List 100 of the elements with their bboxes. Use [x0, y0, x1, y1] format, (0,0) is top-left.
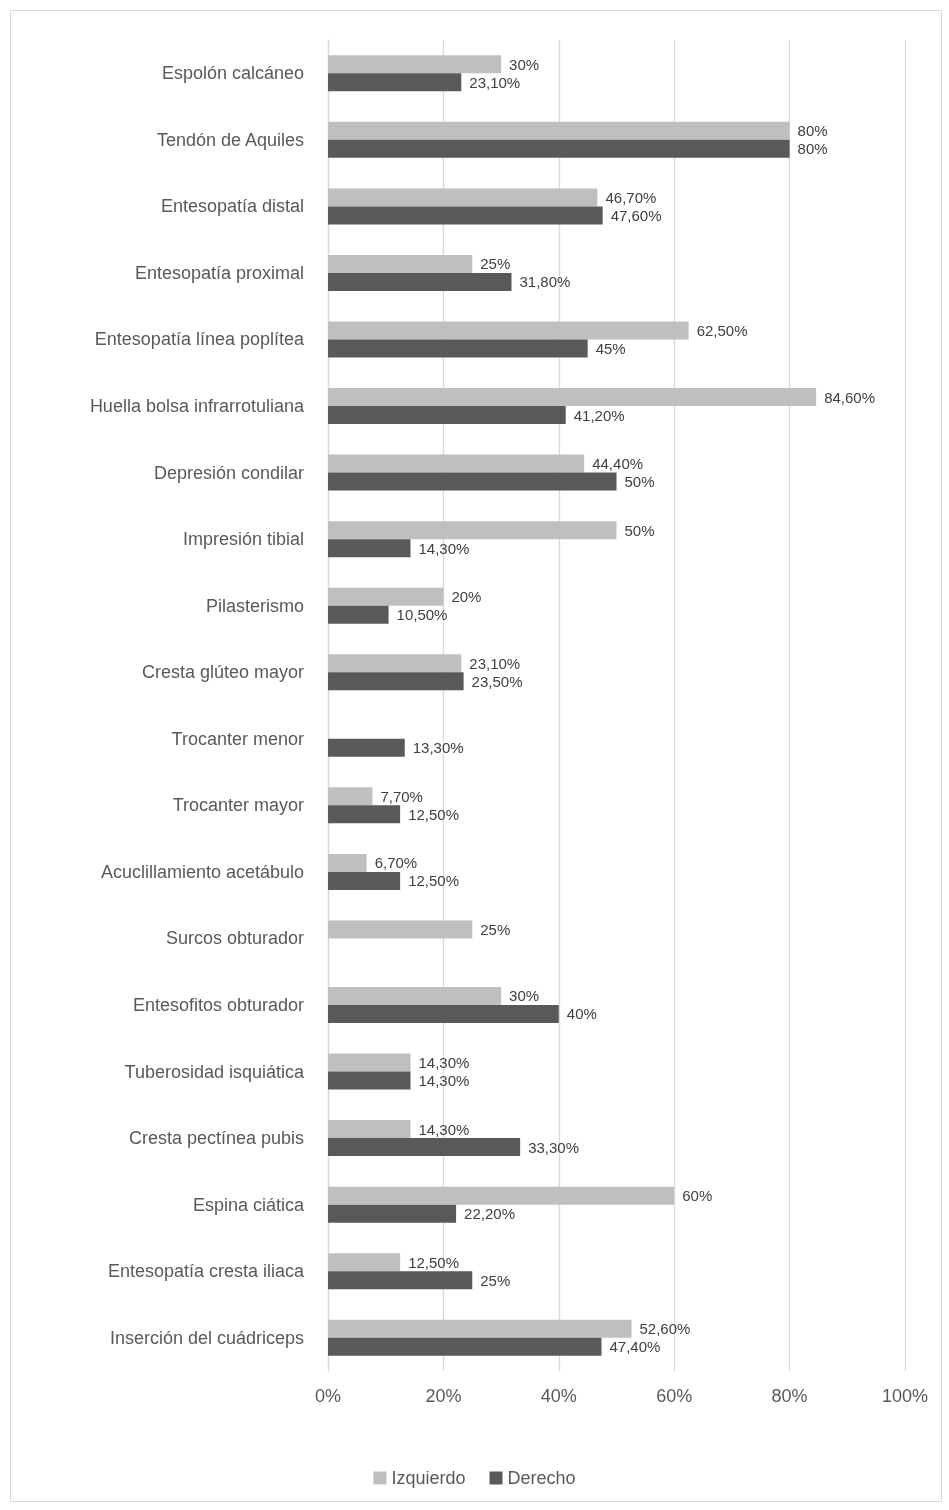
data-label: 25% — [480, 1271, 511, 1289]
x-tick-label: 80% — [771, 1386, 808, 1406]
data-label: 30% — [509, 987, 540, 1005]
y-tick-label: Tuberosidad isquiática — [124, 1061, 305, 1082]
bar — [328, 321, 689, 340]
data-label: 23,10% — [469, 654, 521, 672]
data-label: 44,40% — [592, 455, 644, 473]
data-label: 13,30% — [412, 739, 464, 757]
bar — [328, 1138, 521, 1157]
data-label: 52,60% — [639, 1320, 691, 1338]
y-tick-label: Tendón de Aquiles — [156, 129, 304, 150]
data-label: 46,70% — [605, 188, 657, 206]
data-label: 6,70% — [374, 854, 418, 872]
data-label: 23,10% — [469, 73, 521, 91]
bar — [328, 1253, 401, 1272]
data-label: 60% — [682, 1187, 713, 1205]
bar — [328, 206, 603, 225]
bar — [328, 1204, 457, 1223]
y-tick-label: Surcos obturador — [165, 928, 304, 949]
y-tick-label: Trocanter mayor — [172, 795, 304, 816]
data-label: 50% — [624, 521, 655, 539]
y-tick-label: Impresión tibial — [182, 529, 304, 550]
bar — [328, 388, 817, 407]
bar — [328, 738, 405, 757]
bar — [328, 853, 367, 872]
data-label: 84,60% — [824, 388, 876, 406]
data-label: 80% — [797, 122, 828, 140]
legend-label: Izquierdo — [391, 1468, 466, 1488]
data-label: 14,30% — [418, 1072, 470, 1090]
bar — [328, 1053, 411, 1072]
data-label: 12,50% — [408, 872, 459, 890]
y-tick-label: Pilasterismo — [205, 595, 304, 616]
data-label: 25% — [480, 255, 511, 273]
y-tick-label: Acuclillamiento acetábulo — [100, 861, 304, 882]
data-label: 80% — [797, 140, 828, 158]
bar — [328, 55, 502, 74]
data-label: 45% — [595, 339, 626, 357]
bar — [328, 139, 790, 158]
data-label: 33,30% — [528, 1138, 580, 1156]
bar — [328, 521, 617, 540]
x-tick-label: 20% — [425, 1386, 462, 1406]
bar — [328, 672, 464, 691]
y-tick-label: Espina ciática — [192, 1194, 305, 1215]
data-label: 20% — [451, 588, 482, 606]
data-label: 14,30% — [418, 1120, 470, 1138]
bar — [328, 920, 473, 939]
y-tick-label: Espolón calcáneo — [161, 63, 304, 84]
x-tick-label: 60% — [656, 1386, 693, 1406]
data-label: 12,50% — [408, 1253, 459, 1271]
bar — [328, 406, 566, 425]
bar — [328, 73, 462, 92]
y-tick-label: Trocanter menor — [171, 728, 304, 749]
bar — [328, 787, 373, 806]
y-tick-label: Cresta pectínea pubis — [128, 1128, 304, 1149]
y-tick-label: Huella bolsa infrarrotuliana — [89, 396, 305, 417]
y-tick-label: Depresión condilar — [153, 462, 304, 483]
y-tick-label: Entesofitos obturador — [132, 994, 304, 1015]
y-tick-label: Entesopatía proximal — [134, 262, 304, 283]
y-tick-label: Entesopatía cresta iliaca — [107, 1261, 305, 1282]
data-label: 25% — [480, 920, 511, 938]
bar — [328, 654, 462, 673]
bar — [328, 1004, 559, 1023]
bar — [328, 1319, 632, 1338]
bar — [328, 339, 588, 358]
y-tick-label: Entesopatía distal — [160, 196, 304, 217]
data-label: 7,70% — [380, 787, 423, 805]
bar — [328, 121, 790, 140]
bar — [328, 805, 401, 824]
data-label: 47,60% — [610, 206, 662, 224]
data-label: 50% — [624, 473, 655, 491]
data-label: 10,50% — [396, 606, 448, 624]
bar — [328, 1337, 602, 1356]
bar — [328, 871, 401, 890]
bar — [328, 188, 598, 207]
bar — [328, 605, 389, 624]
y-tick-label: Entesopatía línea poplítea — [94, 329, 305, 350]
data-label: 47,40% — [609, 1338, 661, 1356]
bar — [328, 254, 473, 273]
bar — [328, 1071, 411, 1090]
bar — [328, 986, 502, 1005]
bar — [328, 587, 444, 606]
y-tick-label: Inserción del cuádriceps — [109, 1327, 304, 1348]
bar — [328, 472, 617, 491]
data-label: 31,80% — [519, 273, 571, 291]
data-label: 22,20% — [464, 1205, 515, 1223]
data-label: 23,50% — [471, 672, 523, 690]
y-tick-label: Cresta glúteo mayor — [141, 662, 304, 683]
bar — [328, 454, 585, 473]
bar — [328, 272, 512, 291]
data-label: 12,50% — [408, 805, 459, 823]
bar — [328, 539, 411, 558]
data-label: 14,30% — [418, 1054, 470, 1072]
data-label: 30% — [509, 55, 540, 73]
legend-label: Derecho — [507, 1468, 576, 1488]
x-tick-label: 0% — [314, 1386, 342, 1406]
data-label: 40% — [566, 1005, 597, 1023]
bar — [328, 1186, 675, 1205]
data-label: 62,50% — [696, 321, 748, 339]
x-tick-label: 40% — [540, 1386, 577, 1406]
data-label: 41,20% — [573, 406, 625, 424]
